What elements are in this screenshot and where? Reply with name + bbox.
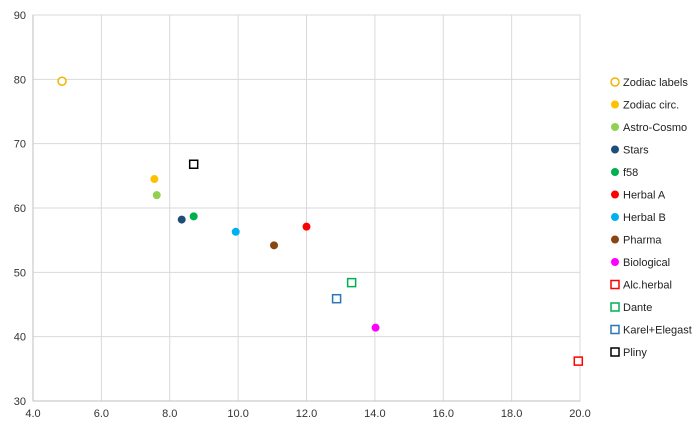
legend-marker-karel-elegast [610, 324, 620, 335]
y-tick-label: 70 [14, 139, 26, 151]
legend-label-pharma: Pharma [623, 235, 662, 247]
data-point-alc-herbal [573, 356, 584, 366]
legend-marker-zodiac-labels [610, 77, 620, 87]
x-tick-label: 20.0 [569, 408, 590, 420]
legend-marker-astro-cosmo [611, 123, 619, 131]
legend-marker-biological [611, 258, 619, 266]
legend-marker-alc-herbal [610, 279, 620, 290]
y-tick-label: 50 [14, 267, 26, 279]
data-point-astro-cosmo [152, 191, 161, 200]
data-point-zodiac-circ [150, 175, 159, 184]
legend-marker-stars [611, 145, 619, 154]
x-tick-label: 6.0 [94, 408, 109, 420]
x-tick-label: 16.0 [433, 408, 454, 420]
data-point-pliny [188, 159, 199, 170]
legend-label-biological: Biological [623, 257, 670, 269]
x-tick-label: 14.0 [364, 408, 385, 420]
data-point-f58 [189, 212, 198, 221]
legend-marker-f58 [611, 168, 619, 176]
x-tick-label: 18.0 [501, 408, 522, 420]
y-tick-label: 80 [14, 74, 26, 86]
legend-marker-pharma [611, 235, 619, 244]
data-point-zodiac-labels [57, 76, 67, 87]
y-tick-label: 90 [14, 10, 26, 22]
tick-labels: 4.0 6.0 8.0 10.0 12.0 14.0 16.0 18.0 20.0 30 40 50 6… [14, 10, 591, 420]
x-tick-label: 12.0 [296, 408, 317, 420]
legend-label-herbal-b: Herbal B [623, 212, 666, 224]
data-point-herbal-a [302, 222, 311, 231]
y-tick-label: 60 [14, 203, 26, 215]
legend-label-alc-herbal: Alc.herbal [623, 280, 672, 292]
data-point-dante [346, 277, 357, 288]
legend-marker-herbal-b [611, 213, 619, 221]
data-point-karel-elegast [331, 293, 342, 304]
legend-label-pliny: Pliny [623, 347, 647, 359]
y-tick-label: 40 [14, 332, 26, 344]
legend-label-dante: Dante [623, 302, 652, 314]
data-point-herbal-b [231, 227, 240, 236]
x-tick-label: 10.0 [227, 408, 248, 420]
legend-label-zodiac-circ: Zodiac circ. [623, 100, 679, 112]
legend-label-zodiac-labels: Zodiac labels [623, 77, 688, 89]
y-tick-label: 30 [14, 396, 26, 408]
legend-marker-zodiac-circ [611, 100, 619, 109]
x-tick-label: 8.0 [162, 408, 177, 420]
legend-label-astro-cosmo: Astro-Cosmo [623, 122, 687, 134]
legend-label-karel-elegast: Karel+Elegast [623, 325, 692, 337]
data-points [57, 76, 584, 366]
x-tick-label: 4.0 [25, 408, 40, 420]
grid-lines [32, 14, 581, 402]
legend-marker-herbal-a [611, 190, 619, 199]
axes [32, 15, 580, 402]
legend-label-herbal-a: Herbal A [623, 190, 666, 202]
legend-marker-pliny [610, 347, 620, 357]
legend: Zodiac labels Zodiac circ. Astro-Cosmo Star… [610, 77, 692, 359]
legend-label-f58: f58 [623, 167, 638, 179]
data-point-stars [177, 215, 186, 224]
data-point-pharma [270, 241, 279, 250]
data-point-biological [371, 323, 380, 332]
legend-marker-dante [610, 302, 620, 312]
legend-label-stars: Stars [623, 145, 649, 157]
